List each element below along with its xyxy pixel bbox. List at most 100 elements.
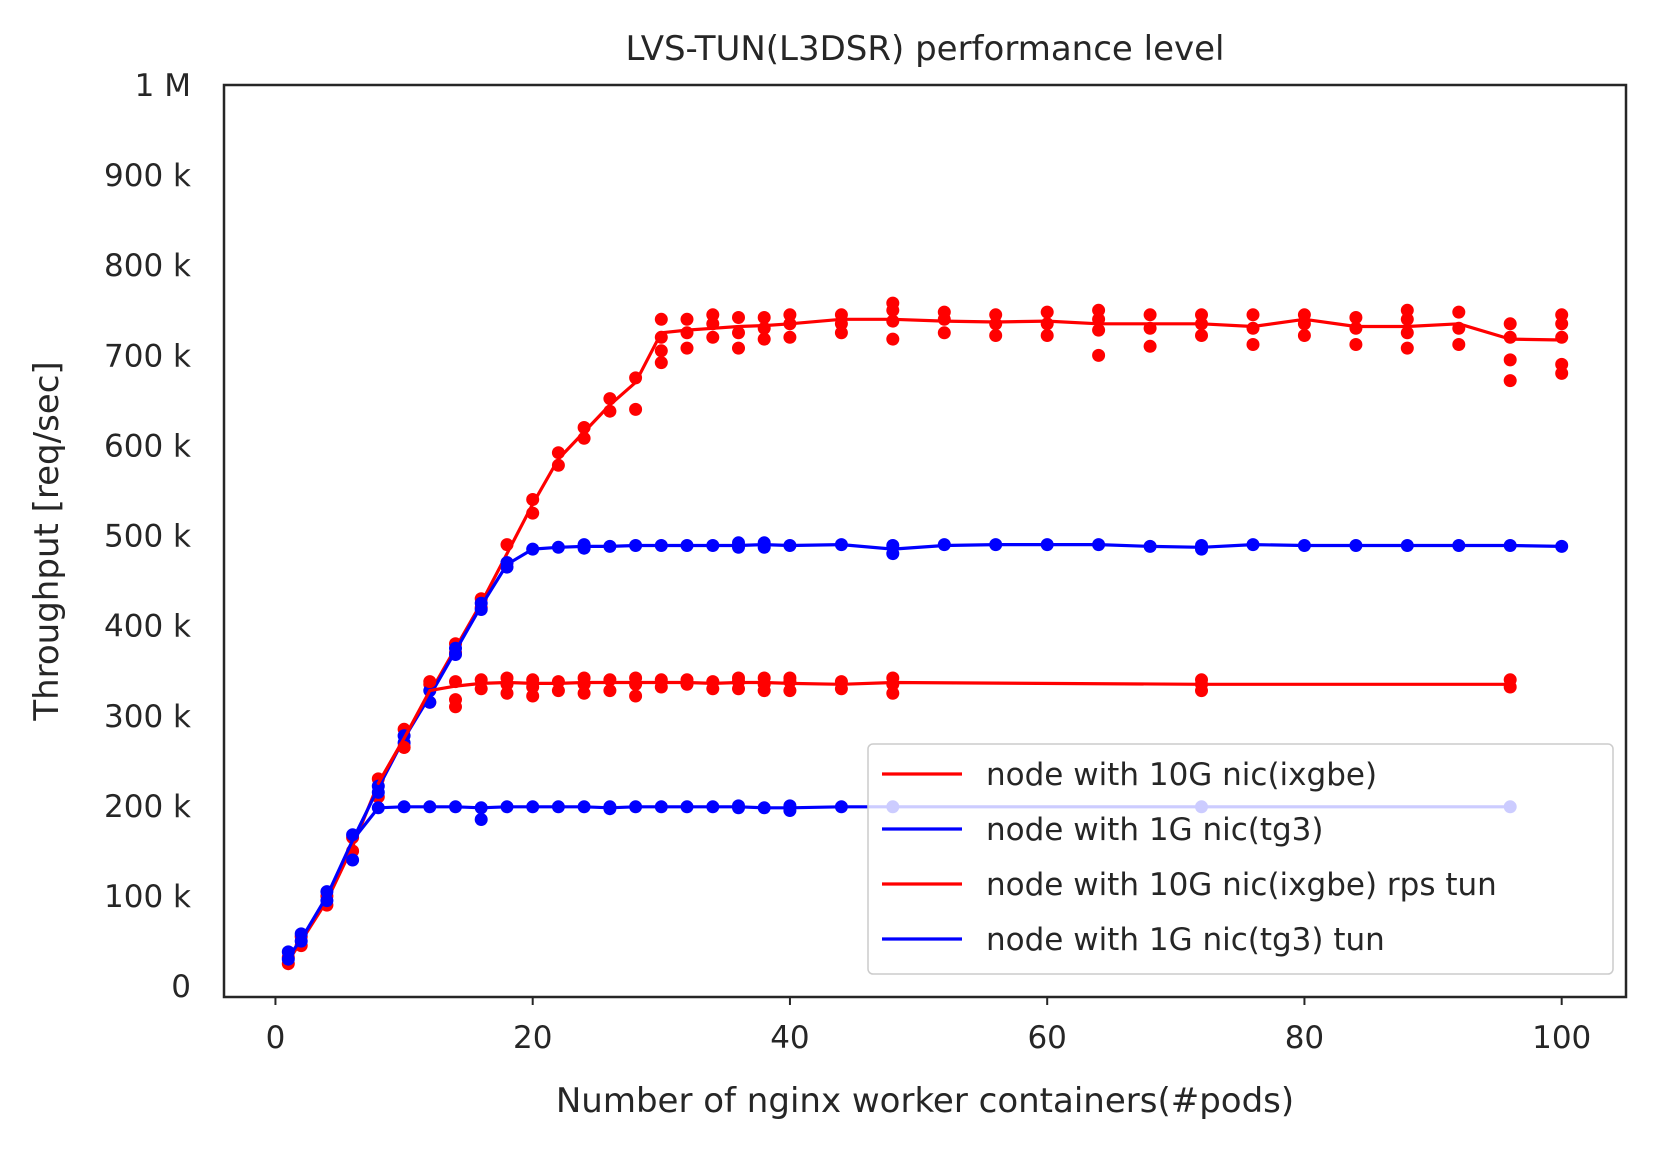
series-layer: [281, 296, 1569, 971]
data-point: [937, 538, 951, 552]
x-tick-label: 80: [1285, 1020, 1324, 1056]
data-point: [654, 539, 668, 552]
data-point: [886, 539, 900, 552]
data-point: [680, 312, 694, 326]
data-point: [989, 538, 1003, 552]
data-point: [757, 671, 771, 685]
data-point: [397, 740, 411, 754]
data-point: [449, 675, 462, 689]
data-point: [680, 673, 694, 687]
data-point: [989, 329, 1003, 342]
data-point: [706, 308, 720, 322]
data-point: [1400, 326, 1414, 340]
data-point: [500, 556, 514, 570]
data-point: [1040, 538, 1054, 552]
data-point: [1452, 321, 1466, 335]
data-point: [757, 801, 771, 815]
data-point: [680, 539, 694, 552]
data-point: [551, 684, 565, 698]
data-point: [526, 689, 540, 703]
data-point: [551, 458, 565, 472]
data-point: [1555, 539, 1569, 553]
data-point: [783, 799, 797, 813]
data-point: [500, 538, 514, 552]
data-point: [732, 671, 745, 685]
series-2: [281, 536, 1569, 966]
legend-entry: node with 1G nic(tg3) tun: [986, 922, 1385, 958]
y-tick-label: 100 k: [104, 879, 191, 915]
data-point: [1195, 329, 1208, 342]
data-point: [1092, 323, 1106, 337]
data-point: [1349, 338, 1363, 351]
data-point: [551, 800, 565, 814]
data-point: [706, 800, 720, 814]
data-point: [526, 673, 540, 687]
plot-frame: [222, 83, 1628, 999]
data-point: [474, 682, 488, 696]
data-point: [577, 421, 591, 434]
data-point: [1195, 673, 1208, 687]
x-tick-label: 60: [1027, 1020, 1066, 1056]
data-point: [1195, 308, 1208, 322]
data-point: [371, 779, 385, 793]
y-tick-label: 700 k: [104, 338, 191, 374]
data-point: [526, 493, 540, 506]
data-point: [886, 332, 900, 346]
data-point: [320, 894, 334, 908]
data-point: [783, 330, 797, 344]
data-point: [449, 641, 462, 655]
data-point: [474, 673, 488, 687]
data-point: [500, 686, 514, 700]
data-point: [783, 539, 797, 552]
data-point: [732, 799, 745, 813]
data-point: [1246, 321, 1260, 335]
data-point: [449, 693, 462, 707]
legend: node with 10G nic(ixgbe) node with 1G nic…: [867, 743, 1614, 975]
data-point: [603, 392, 617, 406]
legend-entry: node with 1G nic(tg3): [986, 812, 1324, 848]
data-point: [577, 800, 591, 814]
data-point: [629, 539, 643, 552]
data-point: [474, 596, 488, 610]
data-point: [629, 402, 643, 416]
data-point: [1297, 539, 1311, 552]
data-point: [732, 536, 745, 550]
data-point: [1246, 338, 1260, 351]
data-point: [1297, 329, 1311, 342]
x-tick-label: 0: [266, 1020, 286, 1056]
data-point: [654, 800, 668, 814]
data-point: [706, 539, 720, 552]
data-point: [320, 885, 334, 899]
series-3: [376, 671, 1517, 785]
data-point: [654, 312, 668, 326]
y-tick-label: 500 k: [104, 519, 191, 555]
x-axis-label: Number of nginx worker containers(#pods): [556, 1081, 1294, 1121]
data-point: [1092, 312, 1106, 326]
data-point: [551, 540, 565, 554]
data-point: [577, 671, 591, 685]
data-point: [629, 800, 643, 814]
y-axis-label: Throughput [req/sec]: [27, 361, 67, 721]
data-point: [886, 296, 900, 310]
data-point: [834, 326, 848, 340]
x-tick-label: 100: [1532, 1020, 1591, 1056]
data-point: [732, 326, 745, 340]
data-point: [654, 344, 668, 358]
data-point: [603, 539, 617, 553]
data-point: [937, 326, 951, 340]
data-point: [1195, 317, 1208, 331]
data-point: [1555, 366, 1569, 380]
data-point: [834, 317, 848, 331]
data-point: [500, 671, 514, 685]
data-point: [629, 671, 643, 685]
y-tick-label: 400 k: [104, 609, 191, 645]
legend-entry: node with 10G nic(ixgbe): [986, 757, 1377, 793]
data-point: [1143, 539, 1157, 553]
data-point: [346, 853, 360, 867]
chart-title: LVS-TUN(L3DSR) performance level: [626, 29, 1225, 69]
data-point: [1452, 539, 1466, 552]
data-point: [1349, 311, 1363, 324]
data-point: [783, 317, 797, 331]
data-point: [1143, 339, 1157, 353]
